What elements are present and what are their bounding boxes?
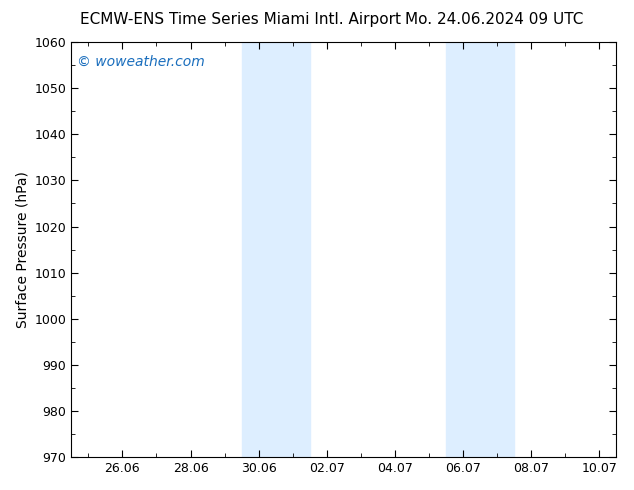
Bar — [242, 42, 310, 457]
Y-axis label: Surface Pressure (hPa): Surface Pressure (hPa) — [15, 171, 29, 328]
Bar — [446, 42, 514, 457]
Text: ECMW-ENS Time Series Miami Intl. Airport: ECMW-ENS Time Series Miami Intl. Airport — [81, 12, 401, 27]
Text: © woweather.com: © woweather.com — [77, 54, 205, 69]
Text: Mo. 24.06.2024 09 UTC: Mo. 24.06.2024 09 UTC — [405, 12, 584, 27]
